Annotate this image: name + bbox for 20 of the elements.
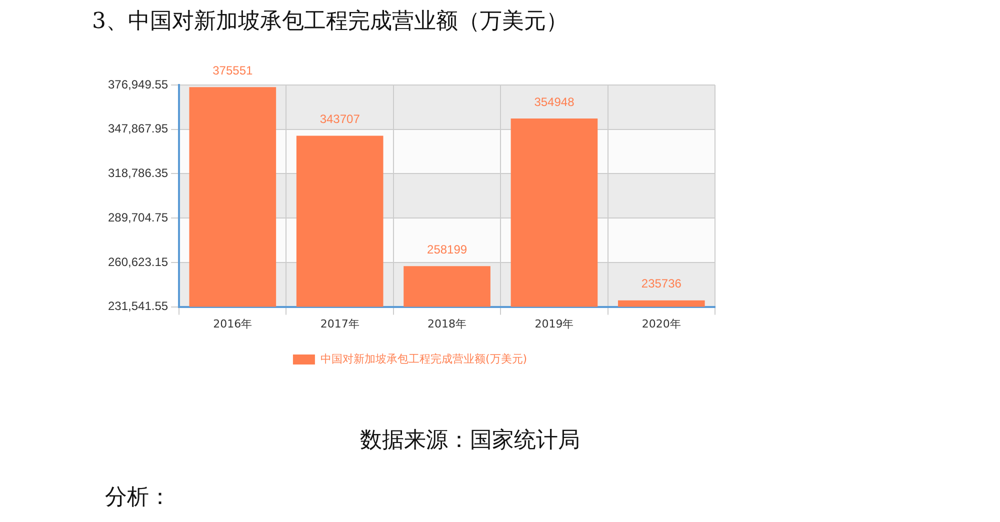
- x-tick-label: 2018年: [428, 317, 467, 330]
- data-label: 343707: [320, 112, 360, 126]
- data-label: 375551: [212, 63, 253, 78]
- x-tick-label: 2016年: [213, 317, 252, 330]
- y-tick-label: 376,949.55: [108, 77, 168, 92]
- source-note: 数据来源：国家统计局: [359, 427, 581, 455]
- data-label: 354948: [534, 94, 575, 109]
- x-tick-label: 2017年: [320, 317, 360, 330]
- data-label: 235736: [641, 276, 682, 291]
- y-tick-label: 231,541.55: [108, 299, 168, 314]
- chart-title: 3、中国对新加坡承包工程完成营业额（万美元）: [92, 8, 568, 36]
- x-tick-label: 2019年: [534, 317, 574, 330]
- y-tick-label: 260,623.15: [108, 254, 168, 269]
- legend-label: 中国对新加坡承包工程完成营业额(万美元): [320, 352, 528, 366]
- y-tick-label: 318,786.35: [108, 166, 168, 180]
- y-tick-label: 289,704.75: [108, 210, 168, 224]
- data-label: 258199: [427, 242, 468, 256]
- text: 分析：: [105, 484, 171, 512]
- x-tick-label: 2020年: [642, 317, 681, 330]
- y-tick-label: 347,867.95: [108, 122, 168, 136]
